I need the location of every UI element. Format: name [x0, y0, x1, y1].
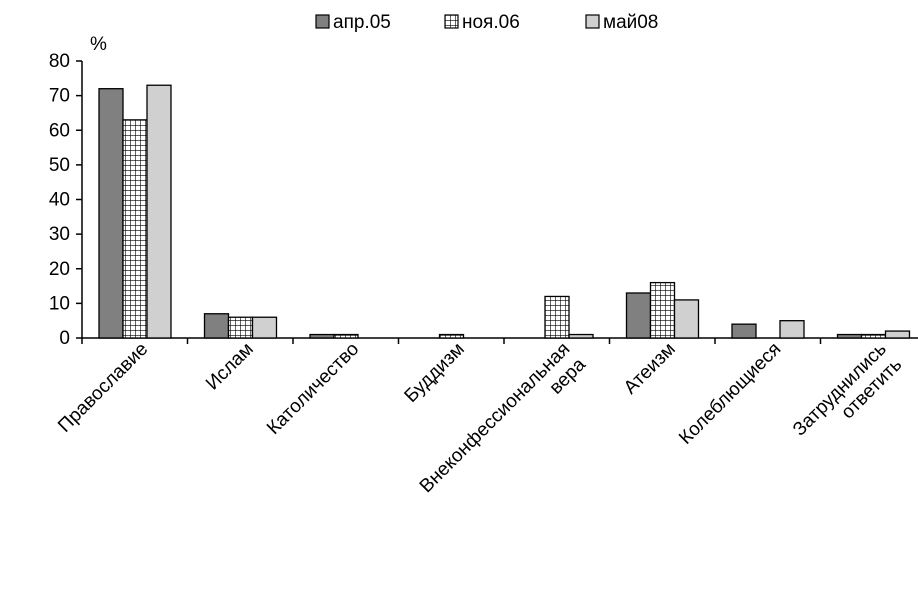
bar-май08-7 [884, 330, 911, 339]
bars [98, 84, 911, 339]
bar-апр.05-1 [203, 313, 230, 339]
y-tick-label: 40 [49, 190, 70, 211]
legend-swatch-ноя.06 [444, 14, 459, 29]
category-label: Буддизм [401, 339, 469, 407]
y-tick-label: 60 [49, 120, 70, 141]
bar-ноя.06-2 [333, 333, 359, 339]
legend-label: ноя.06 [462, 12, 520, 33]
legend-swatch-май08 [585, 14, 600, 29]
bar-ноя.06-7 [860, 333, 887, 339]
y-tick-label: 30 [49, 224, 70, 245]
bar-ноя.06-5 [649, 281, 676, 339]
bar-май08-1 [251, 316, 278, 339]
y-axis-unit-label: % [90, 34, 107, 55]
category-label: Католичество [263, 339, 363, 439]
category-labels: Православие Ислам Католичество БуддизмВнеко… [54, 339, 906, 498]
bar-май08-4 [568, 333, 594, 339]
bar-апр.05-5 [625, 292, 652, 339]
legend-swatch-апр.05 [315, 14, 330, 29]
bar-май08-0 [146, 84, 172, 339]
category-label: Атеизм [620, 339, 680, 399]
bar-ноя.06-4 [544, 295, 570, 339]
bar-апр.05-7 [836, 333, 863, 339]
y-tick-label: 20 [49, 259, 70, 280]
legend-label: май08 [603, 12, 658, 33]
bar-май08-5 [673, 299, 700, 339]
bar-апр.05-2 [309, 333, 335, 339]
bar-ноя.06-0 [122, 119, 148, 339]
y-tick-label: 80 [49, 51, 70, 72]
category-label: Ислам [202, 339, 258, 395]
category-label: Затруднилисьответить [789, 339, 906, 456]
axes: 0 10 20 30 40 50 60 70 80 [49, 51, 918, 349]
y-tick-label: 70 [49, 86, 70, 107]
category-label: Православие [54, 339, 152, 437]
bar-май08-6 [779, 320, 805, 339]
bar-ноя.06-1 [227, 316, 254, 339]
bar-апр.05-0 [98, 88, 124, 339]
legend: апр.05 ноя.06 май08 [315, 12, 658, 33]
category-label: Колеблющиеся [675, 339, 785, 449]
bar-апр.05-6 [731, 323, 757, 339]
y-tick-label: 50 [49, 155, 70, 176]
y-tick-label: 10 [49, 293, 70, 314]
y-tick-label: 0 [59, 328, 70, 349]
legend-label: апр.05 [333, 12, 391, 33]
bar-ноя.06-3 [438, 333, 465, 339]
